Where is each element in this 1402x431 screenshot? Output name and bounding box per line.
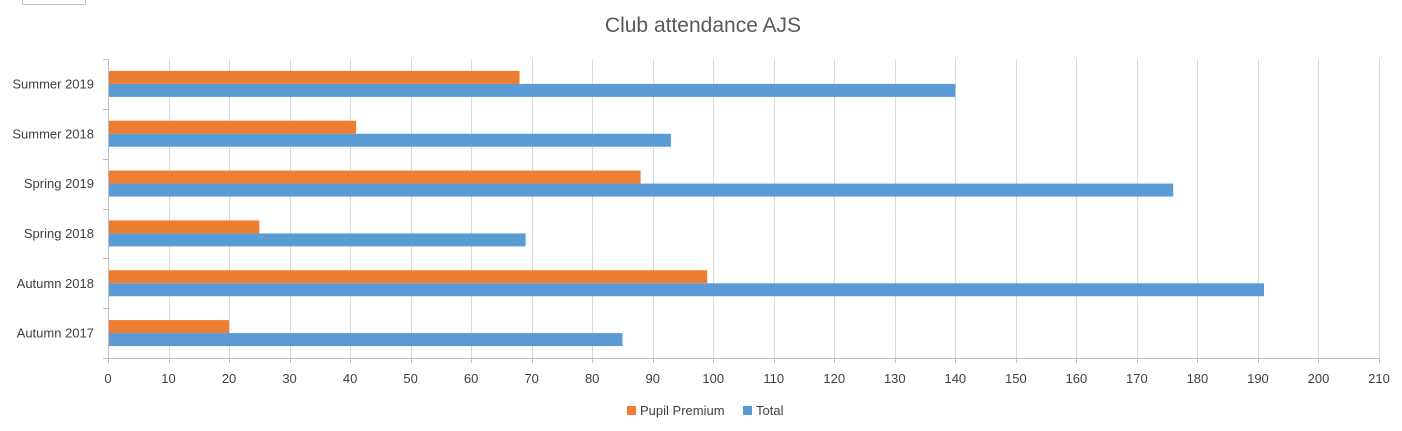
bar-pupil-premium bbox=[108, 220, 260, 234]
x-tick-label: 40 bbox=[343, 371, 357, 386]
x-tick-label: 110 bbox=[763, 371, 784, 386]
x-tick-label: 180 bbox=[1187, 371, 1209, 386]
bar-pupil-premium bbox=[108, 320, 230, 334]
bar-total bbox=[108, 283, 1265, 297]
x-tick-label: 190 bbox=[1247, 371, 1269, 386]
bars bbox=[108, 70, 1265, 347]
category-label: Spring 2018 bbox=[24, 226, 94, 241]
category-label: Autumn 2017 bbox=[17, 326, 94, 341]
category-label: Spring 2019 bbox=[24, 176, 94, 191]
x-tick-label: 210 bbox=[1368, 371, 1390, 386]
x-tick-label: 160 bbox=[1066, 371, 1088, 386]
bar-pupil-premium bbox=[108, 170, 641, 184]
x-tick-label: 90 bbox=[645, 371, 659, 386]
x-tick-label: 120 bbox=[823, 371, 845, 386]
x-tick-label: 150 bbox=[1005, 371, 1027, 386]
legend-label: Pupil Premium bbox=[640, 403, 725, 418]
corner-artifact bbox=[22, 0, 86, 5]
x-tick-label: 130 bbox=[884, 371, 906, 386]
x-tick-label: 170 bbox=[1126, 371, 1148, 386]
bar-pupil-premium bbox=[108, 270, 708, 284]
x-tick-label: 10 bbox=[161, 371, 175, 386]
x-tick-label: 0 bbox=[104, 371, 111, 386]
x-tick-label: 20 bbox=[222, 371, 236, 386]
category-label: Summer 2019 bbox=[12, 76, 94, 91]
bar-total bbox=[108, 83, 956, 97]
bar-pupil-premium bbox=[108, 120, 357, 134]
legend-swatch-total bbox=[743, 406, 752, 415]
category-label: Autumn 2018 bbox=[17, 276, 94, 291]
legend: Pupil Premium Total bbox=[627, 403, 784, 418]
x-tick-label: 70 bbox=[524, 371, 538, 386]
x-tick-label: 30 bbox=[282, 371, 296, 386]
x-tick-label: 200 bbox=[1308, 371, 1330, 386]
chart-title: Club attendance AJS bbox=[605, 14, 801, 37]
bar-total bbox=[108, 333, 623, 347]
category-label: Summer 2018 bbox=[12, 126, 94, 141]
grid bbox=[169, 59, 1380, 358]
bar-pupil-premium bbox=[108, 70, 520, 84]
x-tick-label: 100 bbox=[702, 371, 724, 386]
bar-total bbox=[108, 133, 671, 147]
x-tick-label: 140 bbox=[944, 371, 966, 386]
bar-total bbox=[108, 233, 526, 247]
legend-label: Total bbox=[756, 403, 784, 418]
bar-total bbox=[108, 183, 1174, 197]
legend-swatch-pupil-premium bbox=[627, 406, 636, 415]
x-tick-label: 80 bbox=[585, 371, 599, 386]
axes: 0 10 20 30 40 50 60 70 80 90 100 110 120 130 140 150 160… bbox=[12, 59, 1390, 386]
x-tick-label: 50 bbox=[403, 371, 417, 386]
x-tick-label: 60 bbox=[464, 371, 478, 386]
